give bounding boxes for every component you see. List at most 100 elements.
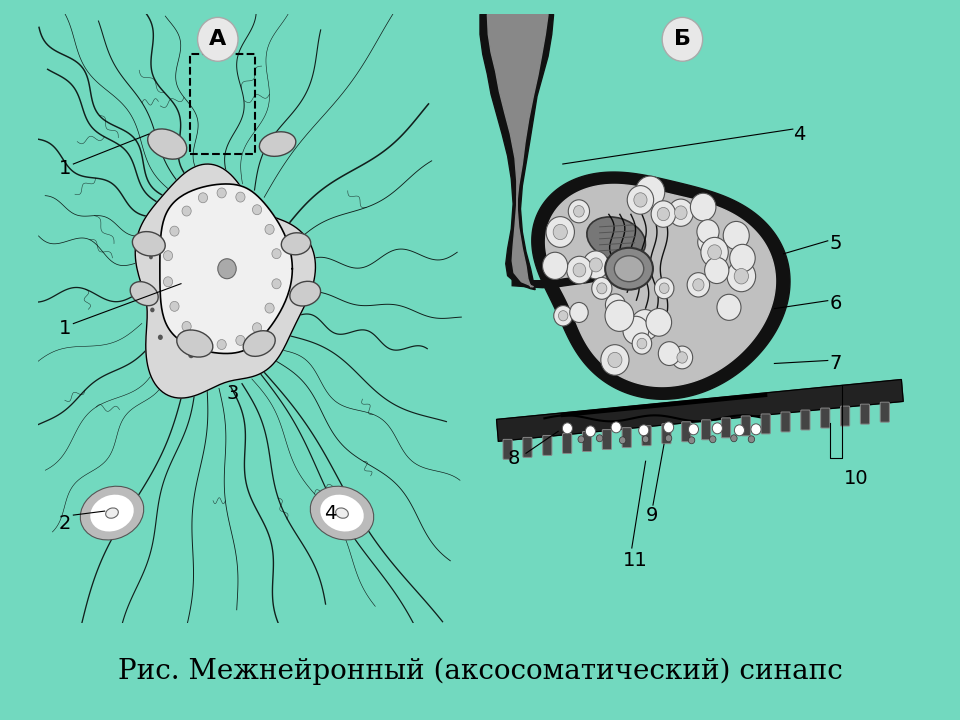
- Text: 1: 1: [59, 319, 71, 338]
- Circle shape: [734, 269, 749, 284]
- Circle shape: [554, 305, 572, 326]
- Circle shape: [252, 323, 262, 333]
- Polygon shape: [513, 275, 598, 288]
- Circle shape: [688, 424, 699, 435]
- FancyBboxPatch shape: [602, 430, 612, 449]
- Circle shape: [198, 17, 238, 61]
- Polygon shape: [488, 14, 548, 287]
- FancyBboxPatch shape: [523, 438, 532, 457]
- Circle shape: [568, 199, 589, 222]
- Circle shape: [734, 425, 745, 436]
- FancyBboxPatch shape: [563, 433, 572, 454]
- Circle shape: [188, 352, 194, 359]
- Circle shape: [149, 255, 153, 259]
- Circle shape: [646, 308, 672, 336]
- Circle shape: [157, 335, 163, 340]
- FancyBboxPatch shape: [860, 404, 870, 424]
- Polygon shape: [160, 184, 292, 354]
- Circle shape: [583, 251, 609, 279]
- Ellipse shape: [177, 330, 213, 357]
- Circle shape: [265, 303, 275, 313]
- Circle shape: [559, 310, 568, 321]
- Text: 2: 2: [59, 513, 71, 533]
- Circle shape: [573, 205, 585, 217]
- Text: 4: 4: [324, 503, 336, 523]
- Circle shape: [663, 422, 674, 433]
- Ellipse shape: [243, 330, 276, 356]
- Circle shape: [709, 436, 716, 443]
- Circle shape: [563, 423, 572, 433]
- FancyBboxPatch shape: [841, 406, 850, 426]
- Circle shape: [614, 258, 624, 269]
- Circle shape: [182, 206, 191, 216]
- Circle shape: [727, 261, 756, 292]
- Polygon shape: [480, 14, 554, 289]
- Polygon shape: [135, 164, 316, 398]
- Circle shape: [596, 435, 603, 442]
- Circle shape: [619, 437, 626, 444]
- Polygon shape: [532, 172, 790, 400]
- Circle shape: [665, 435, 672, 442]
- Ellipse shape: [281, 233, 311, 255]
- Circle shape: [660, 283, 669, 294]
- Circle shape: [693, 279, 704, 291]
- Circle shape: [687, 273, 709, 297]
- Text: 3: 3: [227, 384, 239, 403]
- Circle shape: [236, 336, 245, 346]
- Text: Б: Б: [674, 30, 691, 50]
- Circle shape: [182, 321, 191, 331]
- Circle shape: [723, 222, 749, 250]
- Circle shape: [730, 244, 756, 272]
- Circle shape: [633, 333, 652, 354]
- FancyBboxPatch shape: [741, 416, 751, 436]
- Ellipse shape: [98, 501, 127, 526]
- Circle shape: [609, 252, 628, 272]
- Circle shape: [163, 251, 173, 261]
- Ellipse shape: [290, 282, 321, 306]
- Circle shape: [627, 186, 654, 215]
- Circle shape: [199, 193, 207, 203]
- FancyBboxPatch shape: [761, 414, 770, 434]
- Circle shape: [586, 426, 595, 437]
- Ellipse shape: [81, 486, 144, 540]
- Circle shape: [272, 279, 281, 289]
- Circle shape: [606, 294, 625, 315]
- FancyBboxPatch shape: [880, 402, 889, 422]
- Circle shape: [546, 217, 574, 248]
- Ellipse shape: [84, 490, 139, 536]
- Circle shape: [612, 422, 621, 433]
- Circle shape: [217, 340, 227, 349]
- Text: 9: 9: [645, 505, 658, 525]
- Circle shape: [589, 258, 602, 272]
- Ellipse shape: [587, 217, 645, 261]
- Circle shape: [675, 206, 687, 220]
- Circle shape: [690, 193, 716, 221]
- Polygon shape: [545, 184, 776, 387]
- Circle shape: [688, 437, 695, 444]
- Ellipse shape: [310, 486, 373, 540]
- Circle shape: [659, 342, 681, 366]
- Ellipse shape: [324, 498, 360, 528]
- Circle shape: [252, 204, 262, 215]
- FancyBboxPatch shape: [661, 424, 671, 444]
- Polygon shape: [496, 379, 903, 441]
- FancyBboxPatch shape: [702, 420, 710, 440]
- Ellipse shape: [106, 508, 118, 518]
- Circle shape: [566, 256, 592, 284]
- Circle shape: [672, 346, 693, 369]
- FancyBboxPatch shape: [682, 422, 691, 441]
- Circle shape: [712, 423, 723, 433]
- FancyBboxPatch shape: [780, 412, 790, 432]
- Circle shape: [677, 352, 687, 363]
- FancyBboxPatch shape: [542, 436, 552, 456]
- Circle shape: [748, 436, 755, 443]
- Circle shape: [609, 254, 631, 279]
- Circle shape: [542, 252, 567, 279]
- FancyBboxPatch shape: [721, 418, 731, 438]
- Ellipse shape: [94, 498, 131, 528]
- Ellipse shape: [259, 132, 296, 156]
- Text: 4: 4: [793, 125, 805, 143]
- Text: 10: 10: [845, 469, 869, 487]
- Circle shape: [662, 17, 703, 61]
- Circle shape: [642, 436, 649, 443]
